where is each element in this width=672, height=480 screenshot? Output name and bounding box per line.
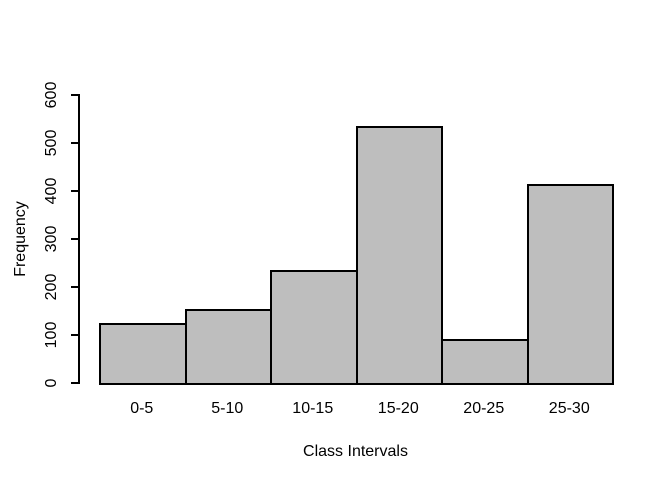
x-axis-tick-label: 25-30 xyxy=(548,400,590,417)
histogram-bar-5-10 xyxy=(184,308,272,385)
histogram-bar-25-30 xyxy=(526,183,614,385)
y-axis-tick-label: 300 xyxy=(43,225,60,253)
x-axis-title: Class Intervals xyxy=(303,442,408,460)
x-axis-tick-label: 0-5 xyxy=(130,400,154,417)
y-axis-tick xyxy=(71,94,78,96)
y-axis-tick xyxy=(71,142,78,144)
y-axis-tick-label: 0 xyxy=(43,378,60,388)
y-axis-tick-label: 100 xyxy=(43,321,60,349)
y-axis-tick xyxy=(71,382,78,384)
y-axis-tick-label: 200 xyxy=(43,273,60,301)
y-axis-tick-label: 600 xyxy=(43,81,60,109)
y-axis-line xyxy=(78,94,80,384)
y-axis-tick-label: 500 xyxy=(43,129,60,157)
histogram-bar-15-20 xyxy=(355,126,443,385)
y-axis-tick xyxy=(71,238,78,240)
histogram-bar-20-25 xyxy=(441,338,529,385)
x-axis-tick-label: 5-10 xyxy=(211,400,244,417)
x-axis-tick-label: 20-25 xyxy=(463,400,505,417)
y-axis-title: Frequency xyxy=(12,201,29,277)
y-axis-tick xyxy=(71,286,78,288)
histogram-bar-0-5 xyxy=(99,323,187,385)
y-axis-tick xyxy=(71,334,78,336)
histogram-bar-10-15 xyxy=(270,270,358,385)
y-axis-tick xyxy=(71,190,78,192)
x-axis-tick-label: 10-15 xyxy=(292,400,334,417)
y-axis-tick-label: 400 xyxy=(43,177,60,205)
x-axis-tick-label: 15-20 xyxy=(377,400,419,417)
